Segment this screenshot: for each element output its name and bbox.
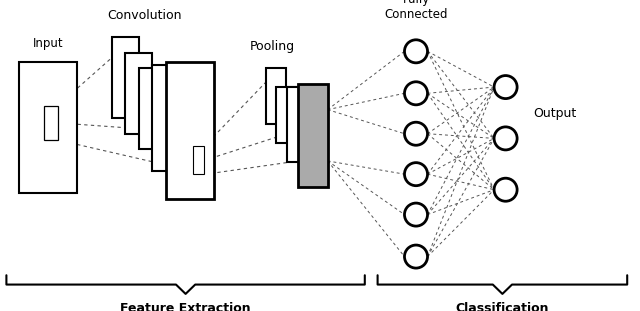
Ellipse shape: [494, 76, 517, 99]
Bar: [44, 106, 58, 140]
Bar: [152, 65, 191, 171]
Bar: [298, 84, 328, 187]
Bar: [139, 68, 166, 149]
Bar: [125, 53, 152, 134]
Ellipse shape: [404, 203, 428, 226]
Text: Input: Input: [33, 37, 63, 50]
Bar: [276, 87, 297, 143]
Ellipse shape: [404, 245, 428, 268]
Bar: [166, 62, 214, 199]
Bar: [19, 62, 77, 193]
Text: Pooling: Pooling: [250, 40, 294, 53]
Ellipse shape: [404, 122, 428, 145]
Ellipse shape: [494, 127, 517, 150]
Text: Classification: Classification: [456, 302, 549, 311]
Text: Feature Extraction: Feature Extraction: [120, 302, 251, 311]
Ellipse shape: [404, 163, 428, 186]
Text: Fully
Connected: Fully Connected: [384, 0, 448, 21]
Bar: [266, 68, 286, 124]
Text: Convolution: Convolution: [107, 9, 181, 22]
Text: Output: Output: [533, 107, 577, 120]
Ellipse shape: [404, 82, 428, 105]
Bar: [287, 87, 312, 162]
Ellipse shape: [494, 178, 517, 201]
Ellipse shape: [404, 40, 428, 63]
Bar: [193, 146, 204, 174]
Bar: [112, 37, 139, 118]
